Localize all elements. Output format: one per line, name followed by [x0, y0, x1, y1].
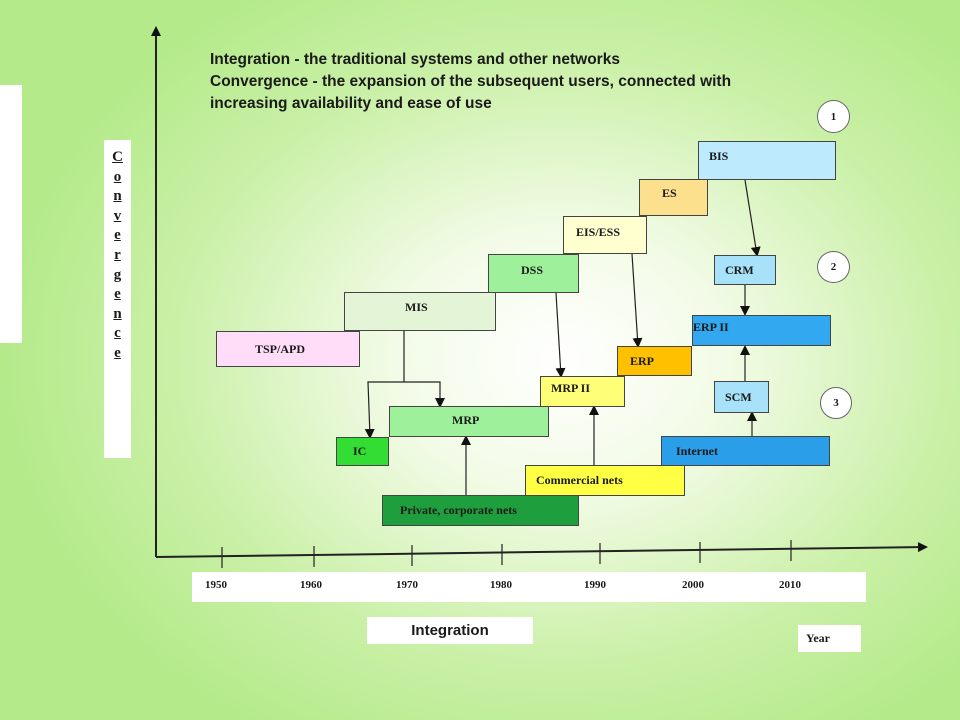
year-label: 1990: [584, 579, 606, 591]
year-label: 2010: [779, 579, 801, 591]
box-mis: MIS: [344, 292, 496, 331]
box-internet: Internet: [661, 436, 830, 466]
intro-line-1: Integration - the traditional systems an…: [210, 51, 620, 68]
arrow-mis-ic: [364, 381, 404, 439]
arrow-bis-crm: [744, 179, 761, 257]
box-dss: DSS: [488, 254, 579, 293]
box-erp-ii: ERP II: [692, 315, 831, 346]
arrow-mis-mrp: [404, 381, 445, 408]
box-bis: BIS: [698, 141, 836, 180]
intro-line-2: Convergence - the expansion of the subse…: [210, 73, 732, 90]
box-crm: CRM: [714, 255, 776, 285]
box-eis-ess: EIS/ESS: [563, 216, 647, 254]
year-unit-label: Year: [798, 625, 861, 652]
circle-2: 2: [817, 251, 850, 283]
intro-line-3: increasing availability and ease of use: [210, 95, 492, 112]
left-white-strip: [0, 85, 22, 343]
year-label: 2000: [682, 579, 704, 591]
axis-letter: o: [113, 168, 122, 185]
arrow-eis-erp: [631, 253, 643, 348]
box-commercial-nets: Commercial nets: [525, 465, 685, 496]
box-private-corporate-nets: Private, corporate nets: [382, 495, 579, 526]
year-label: 1960: [300, 579, 322, 591]
year-label: 1950: [205, 579, 227, 591]
year-labels-bar: [192, 572, 866, 602]
axis-letter: g: [113, 266, 122, 283]
convergence-axis-label: C o n v e r g e n c e: [104, 140, 131, 458]
x-axis-ticks: [221, 540, 792, 568]
box-tsp-apd: TSP/APD: [216, 331, 360, 367]
x-axis: [155, 542, 928, 558]
box-mrp-ii: MRP II: [540, 376, 625, 407]
box-ic: IC: [336, 437, 389, 466]
axis-letter: e: [114, 344, 121, 361]
axis-letter: e: [114, 286, 121, 303]
axis-letter: C: [112, 149, 123, 165]
axis-letter: c: [114, 325, 121, 342]
axis-letter: n: [113, 188, 122, 205]
box-mrp: MRP: [389, 406, 549, 437]
box-scm: SCM: [714, 381, 769, 413]
year-label: 1970: [396, 579, 418, 591]
axis-letter: r: [114, 246, 121, 263]
intro-text: Integration - the traditional systems an…: [210, 49, 810, 115]
box-erp: ERP: [617, 346, 692, 376]
circle-3: 3: [820, 387, 852, 419]
circle-1: 1: [817, 100, 850, 133]
axis-letter: v: [113, 207, 122, 224]
box-es: ES: [639, 179, 708, 216]
year-label: 1980: [490, 579, 512, 591]
axis-letter: e: [114, 227, 121, 244]
integration-label: Integration: [367, 617, 533, 644]
arrow-dss-mrp2: [555, 292, 566, 378]
axis-letter: n: [113, 305, 122, 322]
